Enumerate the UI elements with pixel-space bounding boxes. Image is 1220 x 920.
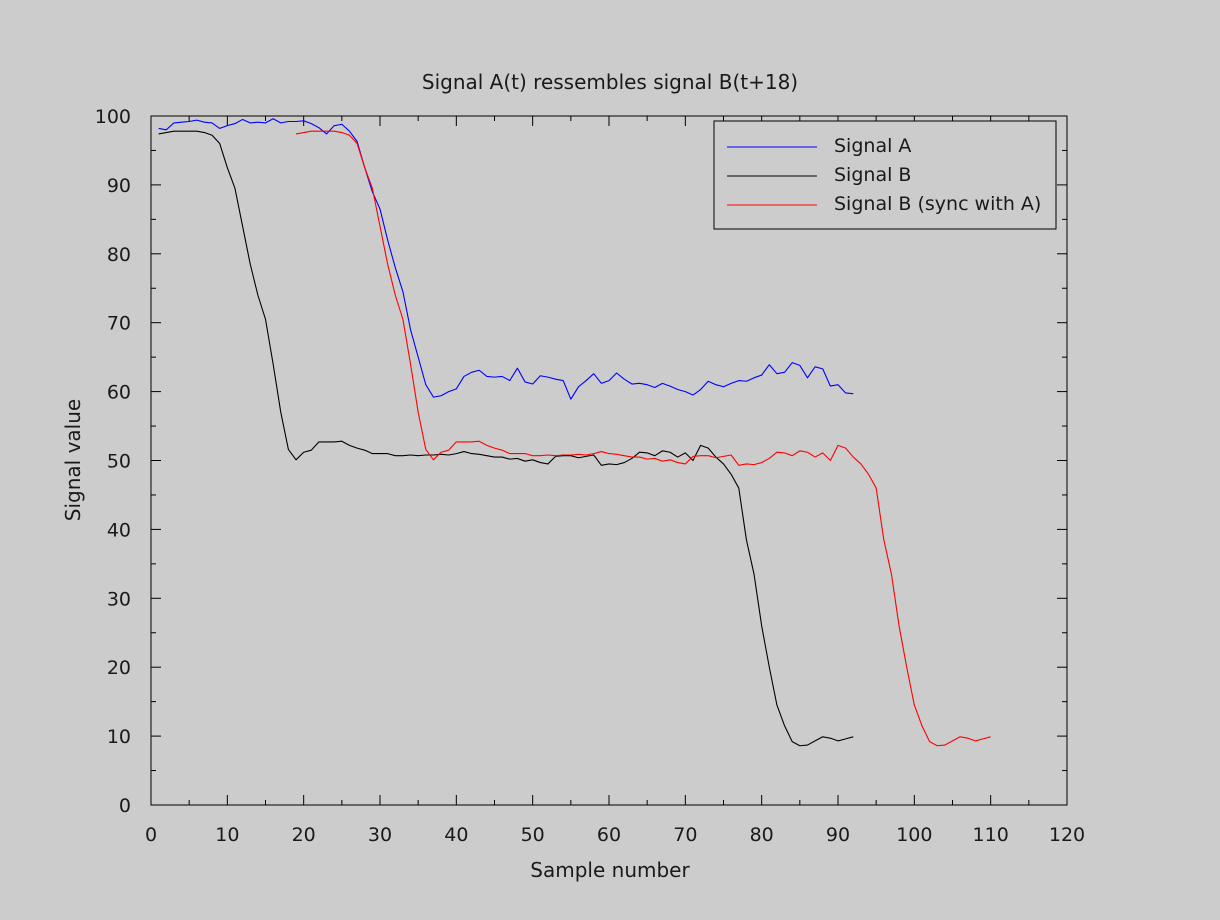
x-tick-label: 60: [597, 824, 621, 846]
y-axis-ticks: 0 10 20 30 40 50 60 70 80 90 100: [95, 106, 1067, 817]
x-tick-label: 20: [292, 824, 316, 846]
x-tick-label: 110: [973, 824, 1009, 846]
x-tick-label: 120: [1049, 824, 1085, 846]
plot-area: [150, 115, 1068, 806]
signal-a-line: [158, 118, 854, 400]
legend-label-signal-a: Signal A: [834, 135, 911, 157]
x-tick-label: 80: [750, 824, 774, 846]
signal-b-line: [158, 130, 854, 747]
x-axis-label: Sample number: [530, 858, 690, 882]
y-tick-label: 0: [119, 795, 131, 817]
signal-b-sync-line: [295, 130, 991, 747]
y-tick-label: 20: [107, 657, 131, 679]
x-axis-ticks: 0 10 20 30 40 50 60 70 80 90 100 110 120: [145, 116, 1085, 846]
series-layer: [158, 118, 991, 747]
legend-label-signal-b: Signal B: [834, 164, 911, 186]
x-tick-label: 70: [673, 824, 697, 846]
x-tick-label: 100: [896, 824, 932, 846]
y-tick-label: 10: [107, 726, 131, 748]
x-tick-label: 90: [826, 824, 850, 846]
legend: Signal A Signal B Signal B (sync with A): [713, 120, 1057, 230]
chart-title: Signal A(t) ressembles signal B(t+18): [422, 70, 798, 94]
y-tick-label: 100: [95, 106, 131, 128]
y-tick-label: 30: [107, 588, 131, 610]
y-axis-label: Signal value: [61, 399, 85, 521]
y-tick-label: 50: [107, 451, 131, 473]
x-tick-label: 0: [145, 824, 157, 846]
x-tick-label: 10: [215, 824, 239, 846]
y-tick-label: 70: [107, 313, 131, 335]
legend-box: [713, 120, 1057, 230]
y-tick-label: 90: [107, 175, 131, 197]
legend-label-signal-b-sync: Signal B (sync with A): [834, 193, 1041, 215]
y-tick-label: 60: [107, 382, 131, 404]
x-tick-label: 30: [368, 824, 392, 846]
x-tick-label: 40: [444, 824, 468, 846]
x-tick-label: 50: [521, 824, 545, 846]
y-tick-label: 40: [107, 519, 131, 541]
y-tick-label: 80: [107, 244, 131, 266]
